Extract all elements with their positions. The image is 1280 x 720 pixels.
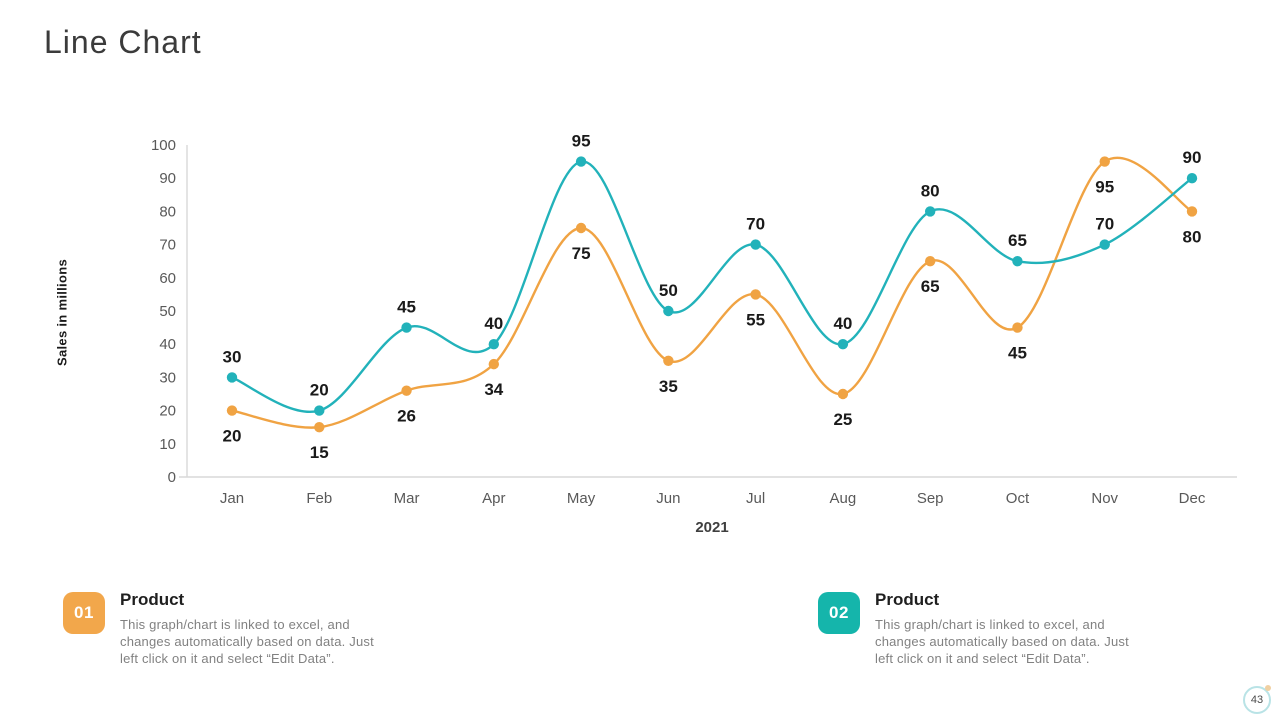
x-tick-label: Apr	[482, 490, 505, 507]
legend-02-badge: 02	[818, 592, 860, 634]
data-point-product-02-feb	[314, 405, 325, 416]
data-label-product-02-apr: 40	[484, 314, 503, 333]
data-point-product-02-sep	[924, 206, 936, 217]
data-point-product-01-jan	[226, 405, 238, 416]
x-tick-label: Sep	[917, 490, 944, 507]
x-tick-label: Jul	[746, 490, 765, 507]
data-point-product-02-apr	[488, 339, 500, 350]
x-tick-label: Dec	[1179, 490, 1206, 507]
data-point-product-02-jan	[226, 372, 238, 383]
data-label-product-02-jul: 70	[746, 215, 765, 234]
x-tick-label: May	[567, 490, 596, 507]
data-label-product-02-feb: 20	[310, 381, 329, 400]
x-tick-label: Jan	[220, 490, 244, 507]
data-label-product-02-jan: 30	[223, 347, 242, 366]
y-tick-label: 10	[159, 436, 176, 453]
x-tick-label: Feb	[306, 490, 332, 507]
legend-02-description: This graph/chart is linked to excel, and…	[875, 616, 1190, 667]
data-point-product-01-feb	[314, 422, 325, 433]
page-number: 43	[1250, 694, 1264, 706]
y-tick-label: 70	[159, 237, 176, 254]
legend-product-02: 02 Product This graph/chart is linked to…	[818, 590, 1190, 667]
data-label-product-01-jul: 55	[746, 310, 765, 329]
y-tick-label: 30	[159, 369, 176, 386]
y-tick-label: 60	[159, 270, 176, 287]
data-label-product-01-oct: 45	[1008, 344, 1027, 363]
data-label-product-01-sep: 65	[921, 277, 940, 296]
y-tick-label: 100	[151, 137, 176, 154]
x-tick-label: Oct	[1006, 490, 1030, 507]
data-point-product-01-apr	[488, 358, 500, 370]
data-label-product-02-may: 95	[572, 132, 591, 151]
data-label-product-01-jan: 20	[223, 427, 242, 446]
data-label-product-01-aug: 25	[833, 410, 852, 429]
series-line-product-01	[230, 156, 1194, 429]
legend-01-title: Product	[120, 590, 185, 609]
y-tick-label: 90	[159, 170, 176, 187]
y-tick-label: 40	[159, 336, 176, 353]
y-tick-label: 50	[159, 303, 176, 320]
data-point-product-01-sep	[924, 256, 936, 267]
data-point-product-02-jun	[663, 305, 674, 317]
data-label-product-02-jun: 50	[659, 281, 678, 300]
x-tick-label: Jun	[656, 490, 680, 507]
data-label-product-02-aug: 40	[833, 314, 852, 333]
page-number-dot	[1265, 685, 1271, 691]
data-point-product-01-jul	[750, 289, 761, 300]
y-tick-label: 20	[159, 403, 176, 420]
page-number-badge: 43	[1243, 685, 1271, 714]
legend-01-badge: 01	[63, 592, 105, 634]
legend-02-desc-line1: This graph/chart is linked to excel, and	[875, 617, 1105, 632]
legend-product-01: 01 Product This graph/chart is linked to…	[63, 590, 435, 667]
data-label-product-02-dec: 90	[1183, 148, 1202, 167]
legend-01-desc-line3: left click on it and select “Edit Data”.	[120, 651, 335, 666]
data-point-product-01-oct	[1012, 322, 1023, 333]
data-point-product-02-mar	[401, 322, 412, 333]
legend-02-title: Product	[875, 590, 940, 609]
data-label-product-02-sep: 80	[921, 181, 940, 200]
y-tick-label: 80	[159, 203, 176, 220]
legend-01-description: This graph/chart is linked to excel, and…	[120, 616, 435, 667]
data-point-product-02-jul	[750, 239, 761, 250]
data-label-product-01-nov: 95	[1095, 178, 1114, 197]
data-point-product-02-dec	[1186, 173, 1198, 184]
series-line-product-02	[230, 160, 1194, 414]
x-tick-label: Aug	[830, 490, 857, 507]
data-point-product-02-aug	[837, 339, 849, 350]
data-label-product-02-mar: 45	[397, 298, 416, 317]
line-chart: 0 10 20 30 40 50 60 70 80 90 100 Jan Feb Mar Apr May Jun…	[151, 132, 1237, 536]
x-axis-title: 2021	[695, 519, 728, 536]
legend-02-desc-line2: changes automatically based on data. Jus…	[875, 634, 1129, 649]
data-label-product-01-dec: 80	[1183, 227, 1202, 246]
data-point-product-01-nov	[1099, 156, 1110, 167]
data-point-product-01-aug	[837, 388, 849, 400]
x-tick-label: Mar	[394, 490, 420, 507]
data-point-product-01-dec	[1186, 206, 1198, 217]
data-point-product-01-mar	[401, 385, 412, 396]
data-label-product-01-mar: 26	[397, 407, 416, 426]
data-point-product-02-may	[575, 156, 587, 167]
page-title: Line Chart	[44, 24, 202, 60]
legend-02-desc-line3: left click on it and select “Edit Data”.	[875, 651, 1090, 666]
legend-01-desc-line1: This graph/chart is linked to excel, and	[120, 617, 350, 632]
data-point-product-02-nov	[1099, 239, 1110, 250]
legend-01-desc-line2: changes automatically based on data. Jus…	[120, 634, 374, 649]
data-point-product-01-may	[575, 222, 587, 234]
data-point-product-01-jun	[663, 355, 674, 366]
data-label-product-02-oct: 65	[1008, 231, 1027, 250]
y-tick-label: 0	[168, 469, 176, 486]
data-label-product-01-feb: 15	[310, 443, 329, 462]
data-label-product-01-may: 75	[572, 244, 591, 263]
x-tick-label: Nov	[1091, 490, 1118, 507]
data-point-product-02-oct	[1012, 256, 1023, 267]
data-label-product-01-apr: 34	[484, 380, 503, 399]
data-label-product-02-nov: 70	[1095, 215, 1114, 234]
data-label-product-01-jun: 35	[659, 377, 678, 396]
